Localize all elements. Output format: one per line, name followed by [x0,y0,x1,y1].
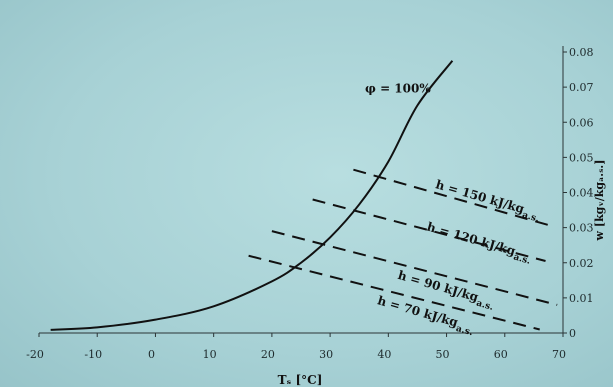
label-subscript: a.s. [475,299,494,313]
x-tick-label: -10 [84,348,102,361]
label-main: h = 120 kJ/kg [425,220,517,259]
label-subscript: a.s. [512,252,531,266]
label-group: φ = 100%h = 150 kJ/kga.s.h = 120 kJ/kga.… [365,81,542,338]
enthalpy-line [271,230,558,306]
y-tick-label: 0 [569,327,576,340]
enthalpy-line [248,254,540,331]
saturation-curve [50,60,454,331]
y-tick-label: 0.04 [569,187,594,200]
enthalpy-label: h = 120 kJ/kga.s. [424,220,533,267]
x-tick-label: 60 [494,348,508,361]
y-tick-label: 0.06 [569,116,594,129]
y-tick-label: 0.01 [569,292,594,305]
x-tick-label: 10 [203,348,217,361]
enthalpy-label: h = 70 kJ/kga.s. [375,293,476,338]
label-subscript: a.s. [455,324,474,338]
enthalpy-line [353,168,552,227]
enthalpy-label: h = 150 kJ/kga.s. [433,177,542,224]
y-tick-label: 0.02 [569,257,594,270]
enthalpy-line [312,198,546,262]
x-axis-label: Tₛ [°C] [278,373,323,387]
y-tick-label: 0.08 [569,46,594,59]
y-tick-label: 0.03 [569,222,594,235]
label-subscript: a.s. [521,210,540,224]
label-main: h = 150 kJ/kg [434,177,526,216]
series-group [50,60,558,331]
y-tick-label: 0.05 [569,151,594,164]
x-tick-label: 0 [148,348,155,361]
x-tick-label: 30 [319,348,333,361]
x-tick-label: -20 [26,348,44,361]
x-tick-label: 40 [377,348,391,361]
label-main: φ = 100% [365,81,431,95]
saturation-label: φ = 100% [365,81,431,95]
x-tick-label: 70 [552,348,566,361]
y-axis-label: w [kgᵥ/kgₐ.ₛ.] [593,160,606,242]
x-tick-label: 50 [436,348,450,361]
x-tick-label: 20 [261,348,275,361]
y-tick-label: 0.07 [569,81,594,94]
axes: -20 -10 0 10 20 30 40 50 60 7000.010.020.030.040.… [26,46,606,387]
